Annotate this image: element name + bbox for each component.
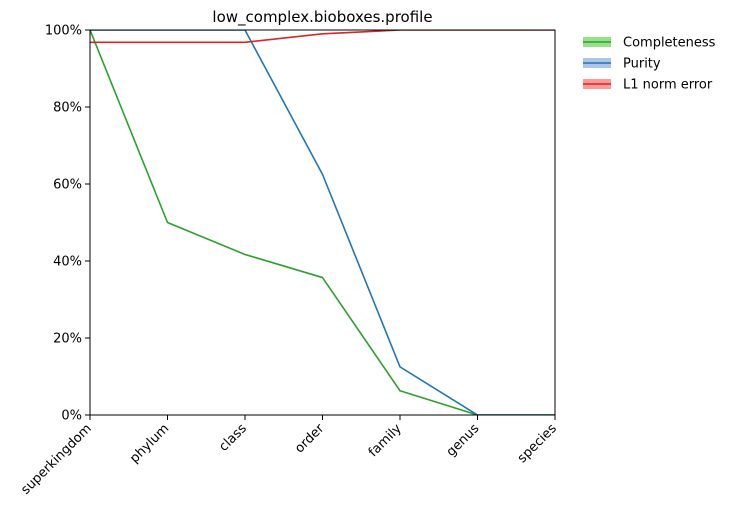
y-axis: 0% 20% 40% 60% 80% 100%	[45, 24, 90, 424]
x-tick-label: family	[366, 421, 405, 460]
chart-title: low_complex.bioboxes.profile	[212, 8, 432, 27]
y-tick-label: 100%	[45, 24, 82, 39]
legend-label: L1 norm error	[623, 78, 713, 93]
y-tick-label: 40%	[53, 255, 82, 270]
x-tick-label: class	[216, 421, 250, 455]
series-line-l1-norm-error	[90, 30, 555, 44]
y-tick-label: 60%	[53, 178, 82, 193]
plot-frame	[89, 29, 556, 416]
y-tick-label: 20%	[53, 332, 82, 347]
x-tick-label: superkingdom	[18, 421, 94, 497]
y-tick-label: 0%	[61, 409, 82, 424]
series-layer	[90, 30, 555, 415]
y-tick-label: 80%	[53, 101, 82, 116]
x-tick-label: phylum	[127, 421, 172, 466]
x-tick-label: order	[292, 421, 328, 457]
series-line-completeness	[90, 30, 555, 415]
x-tick-label: species	[515, 421, 560, 466]
legend: Completeness Purity L1 norm error	[583, 36, 716, 93]
x-axis: superkingdom phylum class order family genus s…	[18, 415, 560, 498]
series-line-purity	[90, 30, 555, 415]
x-tick-label: genus	[444, 421, 483, 460]
legend-label: Completeness	[623, 36, 716, 51]
legend-label: Purity	[623, 57, 661, 72]
